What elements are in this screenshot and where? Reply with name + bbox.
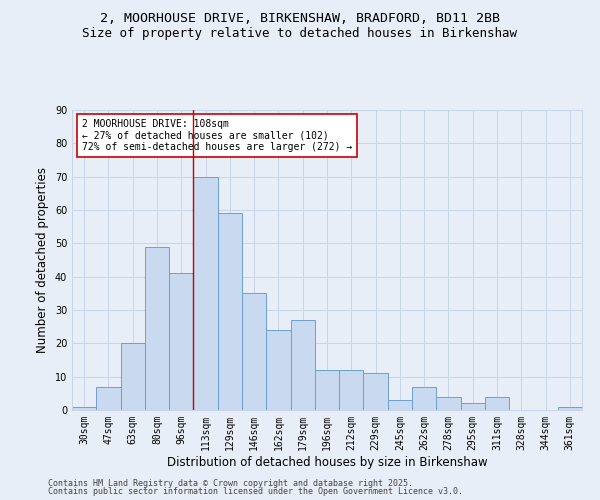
X-axis label: Distribution of detached houses by size in Birkenshaw: Distribution of detached houses by size … <box>167 456 487 468</box>
Bar <box>193 176 218 410</box>
Text: Contains public sector information licensed under the Open Government Licence v3: Contains public sector information licen… <box>48 487 463 496</box>
Bar <box>461 404 485 410</box>
Bar <box>558 406 582 410</box>
Bar <box>96 386 121 410</box>
Bar <box>364 374 388 410</box>
Bar <box>339 370 364 410</box>
Text: 2, MOORHOUSE DRIVE, BIRKENSHAW, BRADFORD, BD11 2BB: 2, MOORHOUSE DRIVE, BIRKENSHAW, BRADFORD… <box>100 12 500 26</box>
Text: Contains HM Land Registry data © Crown copyright and database right 2025.: Contains HM Land Registry data © Crown c… <box>48 478 413 488</box>
Bar <box>145 246 169 410</box>
Bar <box>242 294 266 410</box>
Text: Size of property relative to detached houses in Birkenshaw: Size of property relative to detached ho… <box>83 28 517 40</box>
Bar <box>412 386 436 410</box>
Y-axis label: Number of detached properties: Number of detached properties <box>36 167 49 353</box>
Bar <box>169 274 193 410</box>
Bar <box>485 396 509 410</box>
Bar <box>72 406 96 410</box>
Text: 2 MOORHOUSE DRIVE: 108sqm
← 27% of detached houses are smaller (102)
72% of semi: 2 MOORHOUSE DRIVE: 108sqm ← 27% of detac… <box>82 119 352 152</box>
Bar <box>315 370 339 410</box>
Bar <box>121 344 145 410</box>
Bar <box>218 214 242 410</box>
Bar <box>266 330 290 410</box>
Bar <box>436 396 461 410</box>
Bar <box>290 320 315 410</box>
Bar <box>388 400 412 410</box>
